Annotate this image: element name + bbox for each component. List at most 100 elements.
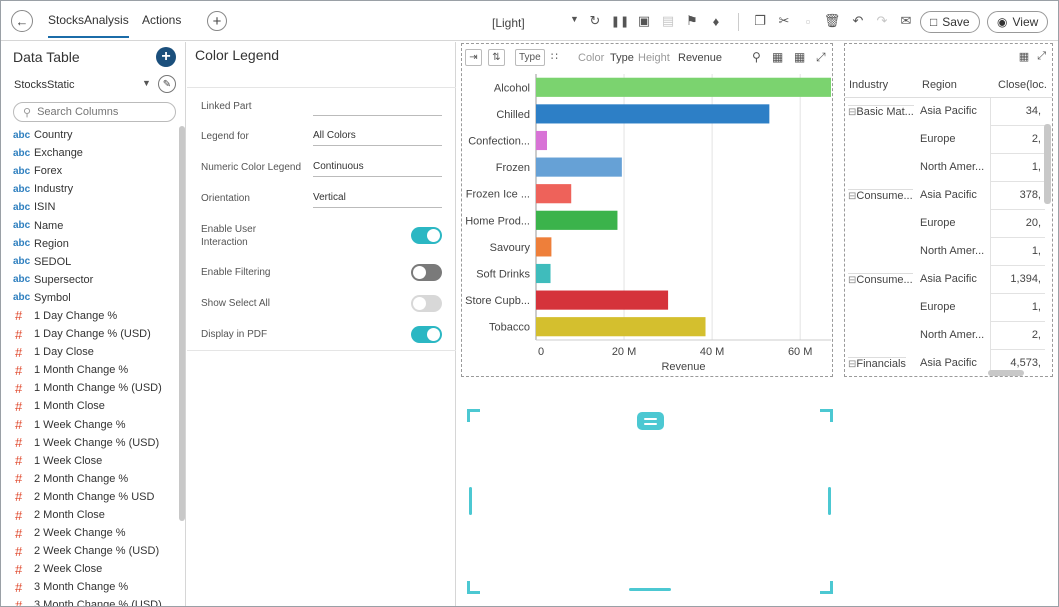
table-row[interactable]: North Amer... 2, — [845, 322, 1045, 350]
table-row[interactable]: Europe 2, — [845, 126, 1045, 154]
undo-icon[interactable]: ↶ — [852, 13, 864, 28]
maximize-icon[interactable]: ⤢ — [1037, 50, 1046, 62]
table-view-icon[interactable]: ▦ — [794, 50, 806, 64]
color-variable-label[interactable]: Color — [578, 52, 605, 64]
delete-icon[interactable]: 🗑 — [823, 13, 841, 28]
search-columns-input[interactable] — [37, 106, 163, 118]
enable-filtering-toggle[interactable] — [411, 264, 442, 281]
search-icon[interactable]: ⚲ — [752, 50, 761, 64]
bar[interactable] — [536, 237, 552, 257]
column-list-scrollbar[interactable] — [179, 126, 185, 521]
column-item[interactable]: #1 Week Change % — [1, 416, 179, 434]
industry-cell[interactable]: ⊟Financials — [848, 357, 906, 370]
column-item[interactable]: #2 Week Change % — [1, 524, 179, 542]
enable-user-interaction-toggle[interactable] — [411, 227, 442, 244]
linked-part-field[interactable] — [313, 98, 442, 116]
resize-corner[interactable] — [820, 581, 833, 594]
pdf-icon[interactable]: ▤ — [661, 13, 675, 28]
collapse-icon[interactable]: ⊟ — [848, 359, 857, 370]
edit-datasource-icon[interactable]: ✎ — [158, 75, 176, 93]
resize-edge-left[interactable] — [469, 487, 472, 515]
column-item[interactable]: #2 Week Change % (USD) — [1, 542, 179, 560]
tab-actions[interactable]: Actions — [142, 13, 182, 27]
column-item[interactable]: abc Supersector — [1, 271, 179, 289]
scatter-settings-icon[interactable]: ∷ — [551, 51, 558, 63]
column-item[interactable]: abc Region — [1, 235, 179, 253]
column-item[interactable]: abc Country — [1, 126, 179, 144]
column-header-close[interactable]: Close(loc. — [998, 79, 1047, 91]
orientation-select[interactable]: Vertical — [313, 190, 442, 208]
table-row[interactable]: North Amer... 1, — [845, 154, 1045, 182]
bar[interactable] — [536, 104, 770, 124]
theme-select[interactable]: [Light] — [492, 16, 525, 30]
paste-icon[interactable]: ▫ — [805, 13, 811, 29]
legend-for-select[interactable]: All Colors — [313, 128, 442, 146]
collapse-icon[interactable]: ⊟ — [848, 191, 857, 202]
column-item[interactable]: #2 Month Change % USD — [1, 488, 179, 506]
refresh-icon[interactable]: ↻ — [589, 13, 601, 28]
column-item[interactable]: #3 Month Change % (USD) — [1, 596, 179, 606]
column-item[interactable]: #1 Day Change % (USD) — [1, 325, 179, 343]
column-item[interactable]: abc ISIN — [1, 198, 179, 216]
table-row[interactable]: ⊟Consume... Asia Pacific 378, — [845, 182, 1045, 210]
cut-icon[interactable]: ✂ — [778, 13, 790, 28]
table-row[interactable]: Europe 20, — [845, 210, 1045, 238]
redo-icon[interactable]: ↷ — [876, 13, 888, 28]
datasource-select[interactable]: StocksStatic — [14, 79, 75, 91]
height-variable-value[interactable]: Revenue — [678, 52, 723, 64]
bookmark-icon[interactable]: ⚑ — [686, 13, 698, 28]
sort-icon[interactable]: ⇅ — [488, 49, 505, 66]
add-tab-icon[interactable]: + — [207, 11, 227, 31]
chevron-down-icon[interactable]: ▼ — [570, 14, 579, 24]
column-item[interactable]: #1 Month Change % (USD) — [1, 379, 179, 397]
column-item[interactable]: #2 Month Close — [1, 506, 179, 524]
search-columns-box[interactable]: ⚲ — [13, 102, 176, 122]
bar[interactable] — [536, 317, 706, 337]
column-item[interactable]: abc Exchange — [1, 144, 179, 162]
back-arrow-icon[interactable]: ← — [11, 10, 33, 32]
column-item[interactable]: abc SEDOL — [1, 253, 179, 271]
column-item[interactable]: #2 Month Change % — [1, 470, 179, 488]
table-vertical-scrollbar[interactable] — [1044, 124, 1051, 204]
bar[interactable] — [536, 290, 669, 310]
pause-icon[interactable]: ❚❚ — [610, 15, 630, 28]
height-variable-label[interactable]: Height — [638, 52, 670, 64]
maximize-icon[interactable]: ⤢ — [816, 50, 826, 64]
swap-axis-icon[interactable]: ⇥ — [465, 49, 482, 66]
bar[interactable] — [536, 157, 622, 177]
industry-cell[interactable]: ⊟Basic Mat... — [848, 105, 914, 118]
export-excel-icon[interactable]: ▦ — [1018, 51, 1030, 63]
color-variable-value[interactable]: Type — [610, 52, 634, 64]
show-select-all-toggle[interactable] — [411, 295, 442, 312]
column-header-region[interactable]: Region — [922, 79, 957, 91]
numeric-color-legend-select[interactable]: Continuous — [313, 159, 442, 177]
drag-handle-icon[interactable] — [637, 412, 664, 430]
table-row[interactable]: Europe 1, — [845, 294, 1045, 322]
add-column-button[interactable]: + — [156, 47, 176, 67]
table-horizontal-scrollbar[interactable] — [988, 370, 1024, 376]
duplicate-icon[interactable]: ❐ — [754, 13, 766, 28]
column-item[interactable]: abc Industry — [1, 180, 179, 198]
table-row[interactable]: North Amer... 1, — [845, 238, 1045, 266]
alert-bell-icon[interactable]: ♦ — [712, 13, 720, 29]
bar-chart-part[interactable]: ⇥ ⇅ Type ∷ Color Type Height Revenue ⚲ ▦… — [461, 43, 833, 377]
view-button[interactable]: ◉ View — [987, 11, 1049, 33]
bar[interactable] — [536, 263, 551, 284]
resize-edge-bottom[interactable] — [629, 588, 671, 591]
table-row[interactable]: ⊟Basic Mat... Asia Pacific 34, — [845, 98, 1045, 126]
comment-icon[interactable]: ✉ — [900, 13, 912, 28]
display-in-pdf-toggle[interactable] — [411, 326, 442, 343]
column-item[interactable]: abc Forex — [1, 162, 179, 180]
chart-type-button[interactable]: Type — [515, 49, 545, 66]
resize-corner[interactable] — [467, 581, 480, 594]
column-header-industry[interactable]: Industry — [849, 79, 889, 91]
industry-cell[interactable]: ⊟Consume... — [848, 189, 913, 202]
pivot-table-part[interactable]: ▦ ⤢ Industry Region Close(loc. ⊟Basic Ma… — [844, 43, 1053, 377]
chevron-down-icon[interactable]: ▼ — [142, 78, 151, 88]
export-excel-icon[interactable]: ▦ — [772, 50, 784, 64]
column-item[interactable]: #1 Month Close — [1, 397, 179, 415]
bar[interactable] — [536, 184, 572, 204]
column-item[interactable]: #3 Month Change % — [1, 578, 179, 596]
resize-corner[interactable] — [820, 409, 833, 422]
industry-cell[interactable]: ⊟Consume... — [848, 273, 913, 286]
